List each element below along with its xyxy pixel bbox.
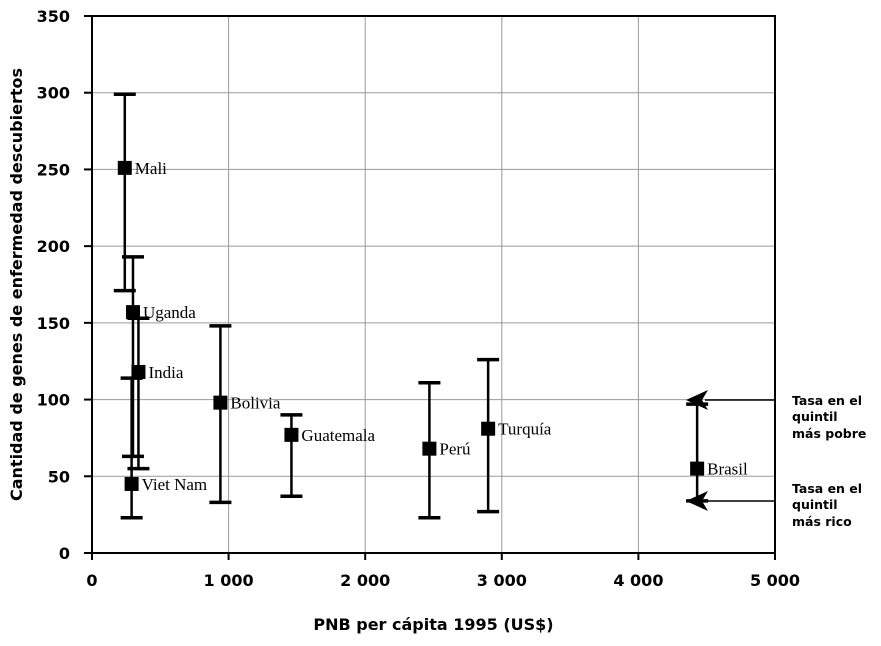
point-label: Brasil: [707, 460, 748, 479]
data-point-marker: [125, 305, 140, 320]
y-tick-label: 300: [37, 84, 70, 103]
x-tick-label: 5 000: [750, 571, 800, 590]
x-tick-label: 0: [86, 571, 97, 590]
y-tick-label: 100: [37, 391, 70, 410]
x-axis-ticks: 0 1 000 2 000 3 000 4 000 5 000: [86, 553, 800, 590]
data-point-marker: [481, 421, 496, 436]
x-axis-title: PNB per cápita 1995 (US$): [313, 615, 553, 634]
point-label: Guatemala: [301, 426, 375, 445]
data-point-marker: [117, 160, 132, 175]
legend-bottom-line-1: Tasa en el: [792, 481, 862, 496]
legend-bottom-line-3: más rico: [792, 514, 852, 529]
error-bars: [113, 92, 709, 520]
x-tick-label: 4 000: [613, 571, 663, 590]
legend-top-line-2: quintil: [792, 409, 838, 424]
data-point-marker: [284, 427, 299, 442]
point-label: Bolivia: [230, 394, 281, 413]
data-markers: [117, 160, 705, 491]
legend-bottom-arrow-icon: [686, 491, 708, 511]
y-tick-label: 250: [37, 160, 70, 179]
grid-lines: [92, 16, 775, 553]
data-point-marker: [690, 461, 705, 476]
legend-top-line-3: más pobre: [792, 426, 866, 441]
point-label: Mali: [135, 159, 167, 178]
point-label: India: [148, 363, 183, 382]
y-tick-label: 0: [59, 544, 70, 563]
y-tick-label: 350: [37, 7, 70, 26]
x-tick-label: 2 000: [340, 571, 390, 590]
legend-annotations: Tasa en el quintil más pobre Tasa en el …: [686, 390, 866, 529]
legend-top-arrow-icon: [686, 390, 708, 410]
data-point-marker: [124, 476, 139, 491]
y-axis-title: Cantidad de genes de enfermedad descubie…: [7, 68, 26, 501]
legend-bottom-line-2: quintil: [792, 497, 838, 512]
legend-top-line-1: Tasa en el: [792, 393, 862, 408]
point-label: Perú: [439, 440, 471, 459]
data-point-marker: [131, 364, 146, 379]
point-label: Viet Nam: [142, 475, 208, 494]
x-tick-label: 1 000: [204, 571, 254, 590]
y-tick-label: 200: [37, 237, 70, 256]
y-axis-ticks: 0 50 100 150 200 250 300 350: [37, 7, 92, 563]
y-tick-label: 150: [37, 314, 70, 333]
point-label: Turquía: [498, 420, 552, 439]
data-point-marker: [213, 395, 228, 410]
plot-frame: [91, 15, 776, 554]
x-tick-label: 3 000: [477, 571, 527, 590]
point-label: Uganda: [143, 303, 196, 322]
data-point-marker: [422, 441, 437, 456]
y-tick-label: 50: [48, 467, 70, 486]
point-labels: Mali Uganda India Viet Nam Bolivia Guatemala P…: [135, 159, 748, 494]
